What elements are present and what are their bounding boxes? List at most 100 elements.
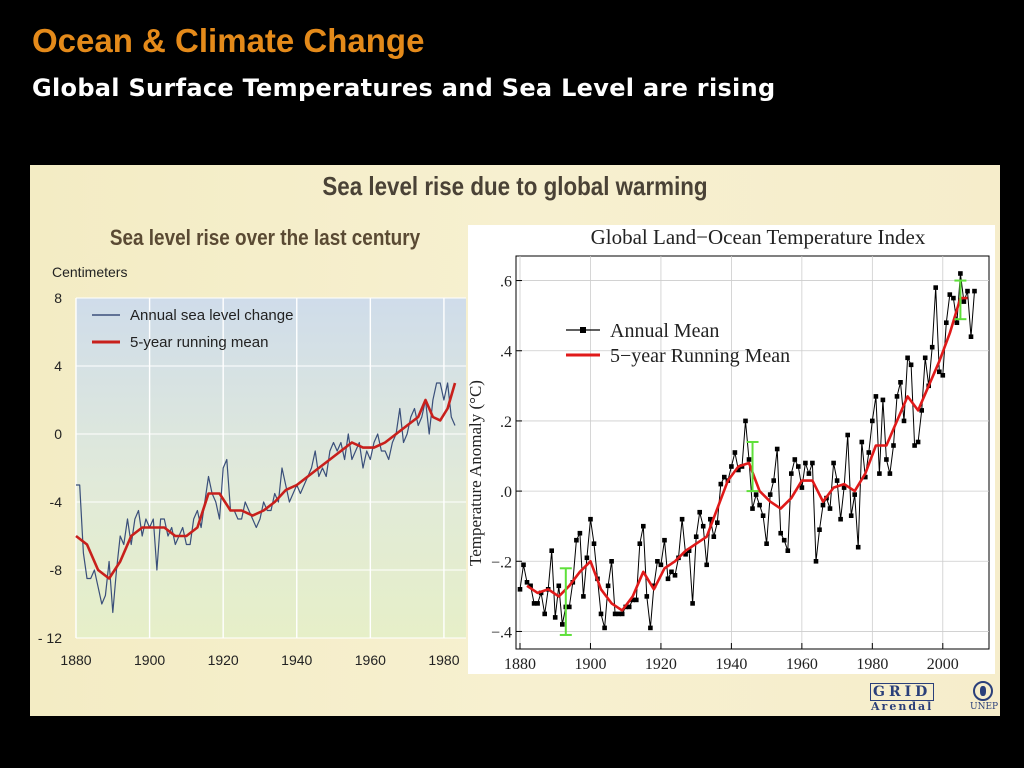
temperature-annual-point: [567, 604, 572, 610]
sea-level-chart-title: Sea level rise over the last century: [109, 225, 421, 250]
temperature-annual-point: [753, 492, 759, 497]
legend-mean-label: 5-year running mean: [130, 334, 268, 351]
temperature-annual-point: [690, 601, 695, 606]
temperature-annual-point: [626, 604, 632, 610]
temperature-annual-point: [708, 516, 713, 522]
temperature-x-tick: 1980: [856, 656, 888, 673]
sea-level-annual-line: [76, 382, 456, 614]
temperature-annual-point: [831, 460, 836, 466]
temperature-annual-point: [887, 471, 893, 476]
temperature-annual-point: [619, 611, 625, 617]
temperature-y-tick: .0: [500, 484, 512, 501]
temperature-annual-point: [898, 380, 903, 385]
temperature-annual-point: [715, 520, 720, 525]
temperature-annual-point: [944, 320, 949, 325]
temperature-y-tick: −.2: [491, 554, 512, 571]
temperature-annual-point: [873, 394, 879, 399]
sea-level-series: [75, 382, 457, 614]
temperature-annual-point: [517, 587, 523, 592]
logo-unep-text: UNEP: [970, 702, 999, 712]
temperature-annual-point: [672, 573, 678, 578]
temperature-annual-point: [933, 285, 938, 290]
legend-annual-label: Annual sea level change: [130, 307, 293, 324]
temperature-annual-line: [519, 273, 975, 629]
temperature-annual-point: [848, 513, 854, 518]
temperature-annual-point: [915, 439, 921, 445]
logo-arendal-text: Arendal: [871, 700, 934, 713]
temperature-annual-point: [810, 460, 815, 466]
temperature-annual-point: [813, 559, 819, 564]
temperature-x-tick: 1900: [574, 656, 606, 673]
temperature-annual-point: [697, 509, 702, 515]
temperature-annual-point: [929, 344, 935, 350]
sea-level-x-tick: 1940: [281, 652, 312, 668]
temperature-x-tick: 1940: [715, 656, 747, 673]
sea-level-y-tick: -4: [50, 494, 63, 510]
temperature-annual-point: [665, 576, 671, 582]
temperature-annual-point: [855, 544, 861, 550]
temperature-annual-point: [549, 548, 554, 553]
temperature-annual-point: [792, 457, 798, 462]
temperature-annual-point: [556, 583, 562, 589]
temperature-annual-point: [757, 502, 762, 508]
temperature-axis-ticks: 1880 1900 1920 1940 1960 1980 2000 .6 .4 .2 .0 −.2 −…: [491, 274, 959, 673]
sea-level-legend: Annual sea level change 5-year running m…: [92, 307, 293, 351]
temperature-annual-point: [634, 597, 639, 603]
temperature-annual-point: [577, 530, 583, 536]
sea-level-y-tick: 8: [54, 290, 62, 306]
temperature-annual-point: [746, 457, 752, 462]
slide-title: Ocean & Climate Change: [32, 22, 425, 59]
temperature-annual-point: [711, 534, 717, 539]
temperature-x-tick: 1920: [645, 656, 677, 673]
temperature-y-tick: .6: [500, 274, 512, 291]
temperature-annual-point: [764, 541, 769, 546]
temperature-annual-point: [560, 622, 565, 627]
temperature-annual-point: [785, 548, 791, 553]
temperature-annual-point: [961, 299, 967, 304]
temperature-annual-point: [806, 471, 812, 476]
temperature-annual-point: [841, 485, 847, 490]
temperature-annual-point: [796, 464, 801, 469]
sea-level-y-tick: 4: [54, 358, 62, 374]
temperature-annual-point: [524, 580, 530, 585]
temperature-annual-point: [834, 478, 840, 483]
temperature-y-tick: −.4: [491, 624, 512, 641]
temperature-annual-point: [602, 625, 607, 631]
sea-level-x-tick: 1980: [428, 652, 459, 668]
temperature-annual-point: [704, 562, 709, 568]
temperature-annual-point: [535, 601, 540, 606]
sea-level-y-label: Centimeters: [52, 264, 127, 280]
temperature-annual-point: [605, 583, 611, 589]
sea-level-axis-ticks: 1880 1900 1920 1940 1960 1980 8 4 0 -4 -8 - 12: [38, 290, 460, 668]
temperature-annual-point: [574, 537, 579, 543]
temperature-series: [517, 271, 977, 631]
temperature-x-tick: 1880: [504, 656, 536, 673]
grid-arendal-logo: GRID Arendal UNEP: [866, 681, 999, 715]
temperature-annual-point: [877, 471, 882, 476]
temperature-annual-point: [937, 369, 942, 375]
figure-panel: Sea level rise due to global warming Sea…: [30, 165, 1000, 716]
temperature-annual-point: [732, 450, 738, 455]
temperature-annual-point: [774, 446, 780, 452]
temperature-annual-point: [750, 506, 755, 511]
temperature-x-tick: 1960: [786, 656, 818, 673]
temperature-y-tick: .2: [500, 414, 512, 431]
temperature-annual-point: [922, 355, 928, 361]
temperature-annual-point: [908, 362, 914, 368]
temperature-annual-point: [951, 295, 956, 301]
temperature-legend: Annual Mean 5−year Running Mean: [566, 320, 790, 367]
temperature-annual-point: [616, 611, 621, 617]
temperature-annual-point: [612, 611, 618, 617]
sea-level-chart: 1880 1900 1920 1940 1960 1980 8 4 0 -4 -8 - 12 Cent…: [38, 264, 466, 668]
temperature-annual-point: [905, 355, 910, 361]
temperature-annual-point: [947, 292, 953, 297]
temperature-annual-point: [820, 502, 826, 508]
slide-subtitle: Global Surface Temperatures and Sea Leve…: [32, 74, 776, 102]
temperature-annual-point: [637, 541, 643, 546]
legend-annual-mean-label: Annual Mean: [610, 320, 719, 342]
temperature-annual-point: [884, 457, 889, 462]
temperature-annual-point: [648, 625, 653, 631]
sea-level-grid: [75, 297, 466, 639]
sea-level-plot-area: [76, 298, 466, 638]
temperature-annual-point: [838, 516, 843, 522]
